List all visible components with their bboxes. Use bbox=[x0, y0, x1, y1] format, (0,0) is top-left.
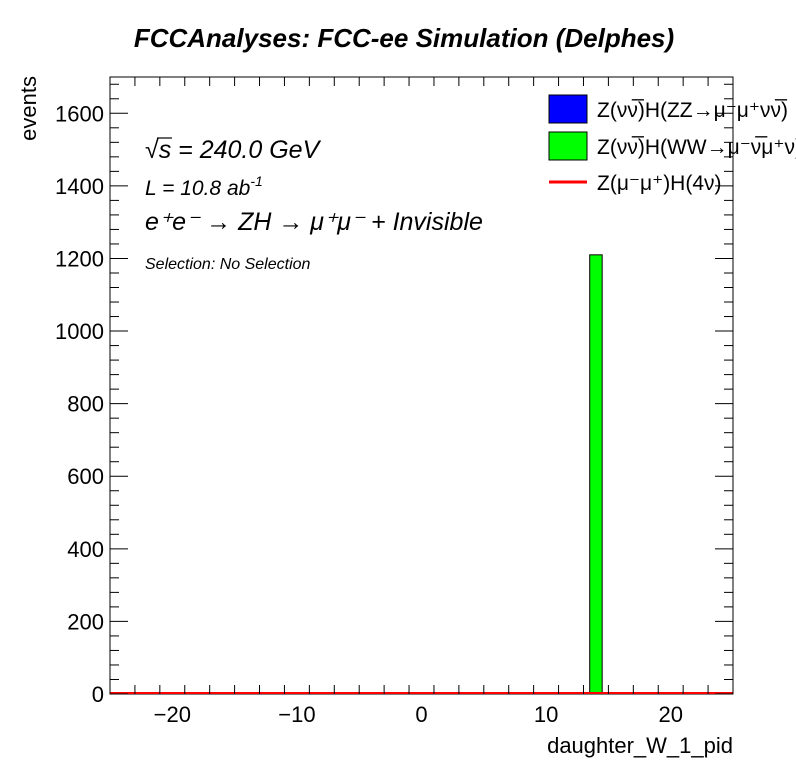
legend-label-1: Z(νν̅)H(WW→μ⁻ν̅μ⁺ν) bbox=[597, 136, 796, 159]
x-tick-label: −10 bbox=[278, 702, 315, 727]
sqrt-symbol: √ bbox=[145, 136, 159, 164]
legend: Z(νν̅)H(ZZ→μ⁻μ⁺νν̅) Z(νν̅)H(WW→μ⁻ν̅μ⁺ν) Z(… bbox=[548, 94, 796, 195]
y-tick-label: 1600 bbox=[55, 101, 104, 126]
legend-label-0: Z(νν̅)H(ZZ→μ⁻μ⁺νν̅) bbox=[597, 99, 788, 122]
y-tick-label: 200 bbox=[67, 609, 104, 634]
y-tick-label: 1400 bbox=[55, 174, 104, 199]
y-tick-label: 1200 bbox=[55, 246, 104, 271]
x-tick-label: 10 bbox=[534, 702, 558, 727]
lumi-text: L = 10.8 ab bbox=[145, 177, 251, 200]
bar-series-1-bin-0 bbox=[589, 254, 603, 695]
plot-area: 0 200 400 600 800 1000 1200 1400 1600 −20 −10 0 10 2… bbox=[55, 76, 734, 727]
bars-group bbox=[589, 254, 603, 695]
process-annotation: e⁺e⁻ → ZH → μ⁺μ⁻ + Invisible bbox=[145, 208, 483, 236]
y-axis-label: events bbox=[16, 76, 41, 141]
y-tick-label: 1000 bbox=[55, 319, 104, 344]
x-tick-label: 0 bbox=[415, 702, 427, 727]
legend-label-2: Z(μ⁻μ⁺)H(4ν) bbox=[597, 172, 722, 195]
y-tick-label: 600 bbox=[67, 464, 104, 489]
energy-annotation: √s = 240.0 GeV bbox=[145, 136, 322, 164]
x-axis-ticks: −20 −10 0 10 20 bbox=[109, 77, 734, 727]
x-axis-label: daughter_W_1_pid bbox=[547, 733, 733, 758]
y-axis-ticks: 0 200 400 600 800 1000 1200 1400 1600 bbox=[55, 83, 733, 707]
energy-value: = 240.0 GeV bbox=[171, 136, 321, 164]
y-tick-label: 0 bbox=[92, 682, 104, 707]
x-tick-label: −20 bbox=[154, 702, 191, 727]
plot-frame bbox=[109, 76, 734, 695]
selection-annotation: Selection: No Selection bbox=[145, 256, 311, 273]
y-tick-label: 400 bbox=[67, 537, 104, 562]
chart-title: FCCAnalyses: FCC-ee Simulation (Delphes) bbox=[134, 23, 674, 53]
y-tick-label: 800 bbox=[67, 392, 104, 417]
x-tick-label: 20 bbox=[658, 702, 682, 727]
legend-swatch-1 bbox=[548, 131, 588, 161]
lumi-sup: -1 bbox=[250, 173, 262, 189]
energy-s: s bbox=[159, 136, 172, 164]
luminosity-annotation: L = 10.8 ab-1 bbox=[145, 173, 263, 200]
legend-swatch-0 bbox=[548, 94, 588, 124]
